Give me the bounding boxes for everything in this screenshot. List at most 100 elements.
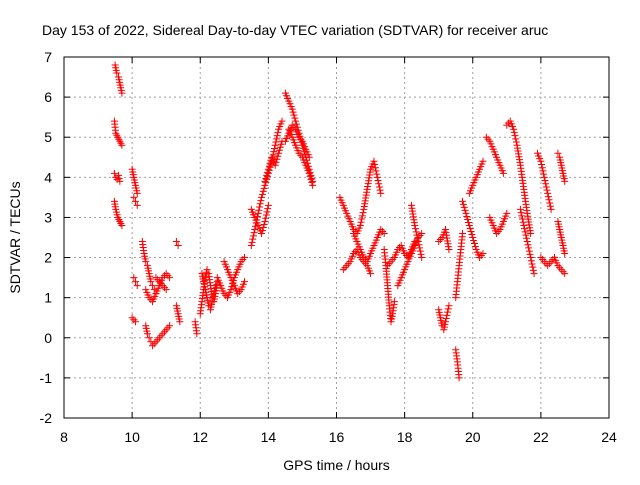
data-point [418,254,426,262]
data-point [540,173,548,181]
data-point-interp [527,257,535,265]
data-point-interp [444,305,452,313]
data-point-interp [413,231,421,239]
data-point-interp [277,140,285,148]
grid-lines [64,57,609,418]
x-tick-label: 16 [329,429,345,445]
data-point [445,246,453,254]
x-tick-label: 14 [261,429,277,445]
data-point-interp [259,187,267,195]
data-point [561,177,569,185]
data-point-interp [289,108,297,116]
data-point-interp [416,247,424,255]
data-point-interp [470,240,478,248]
data-point-interp [306,172,314,180]
data-point-interp [528,260,536,268]
data-point-interp [266,159,274,167]
data-point-interp [376,186,384,194]
data-point-interp [357,218,365,226]
data-point-interp [416,244,424,252]
data-point [145,334,153,342]
data-point-interp [262,174,270,182]
data-point-interp [466,224,474,232]
data-point [118,89,126,97]
y-tick-label: 6 [44,89,52,105]
data-point [459,197,467,205]
data-point [469,234,477,241]
data-point [499,169,507,177]
data-point [503,209,511,217]
data-point-interp [248,238,256,246]
data-point-interp [512,135,520,143]
data-point-interp [521,228,529,236]
data-point-interp [459,200,467,208]
data-point [367,270,375,278]
x-tick-labels: 8 10 12 14 16 18 20 22 24 [60,429,617,445]
data-point [278,117,286,125]
data-point [442,318,449,326]
data-point [479,157,487,165]
data-point-interp [517,209,525,217]
data-point-interp [444,308,452,316]
data-point-interp [525,244,533,252]
data-point [241,254,249,262]
data-point-interp [510,128,518,136]
x-axis-title: GPS time / hours [283,457,390,473]
data-point-interp [540,170,548,178]
data-point-interp [259,223,267,231]
data-point [561,250,569,258]
data-point [390,298,398,306]
data-point-interp [257,197,265,205]
data-point-interp [264,168,272,176]
data-point-interp [414,234,422,242]
data-point-interp [542,180,550,188]
data-point [174,242,182,250]
data-point [143,330,151,338]
data-point [459,229,467,237]
data-point-interp [276,143,284,151]
data-point-interp [526,250,534,258]
data-point [130,274,138,282]
x-tick-label: 18 [397,429,413,445]
data-point-interp [270,148,278,156]
data-point-interp [359,209,367,217]
data-point [527,254,535,262]
data-point-interp [273,135,281,143]
y-tick-label: 5 [44,129,52,145]
data-point [251,225,259,233]
data-point [523,238,531,246]
data-point-interp [264,205,272,213]
data-point-interp [271,144,279,152]
data-point-interp [471,243,479,251]
data-point [288,105,296,113]
data-point-interp [115,174,123,182]
data-points [110,61,569,382]
data-point-interp [529,263,537,271]
data-point [116,177,124,185]
data-point-interp [525,247,533,255]
data-point [261,217,269,225]
data-point [254,209,262,217]
data-point-interp [249,232,257,240]
data-point-interp [519,218,527,226]
data-point [261,177,269,185]
data-point-interp [374,177,382,185]
data-point-interp [290,111,298,119]
data-point-interp [523,234,531,242]
data-point [113,69,121,77]
data-point [133,189,141,197]
data-point-interp [256,200,264,208]
data-point-interp [467,227,475,235]
data-point-interp [521,225,529,233]
data-point [271,161,279,169]
data-point-interp [274,152,282,160]
data-point-interp [275,146,283,154]
data-point-interp [373,170,381,178]
data-point [479,250,487,258]
data-point-interp [262,214,270,222]
data-point [305,169,313,177]
data-point-interp [263,171,271,179]
data-point-interp [461,206,469,214]
data-point-interp [412,228,420,236]
data-point [241,278,249,286]
